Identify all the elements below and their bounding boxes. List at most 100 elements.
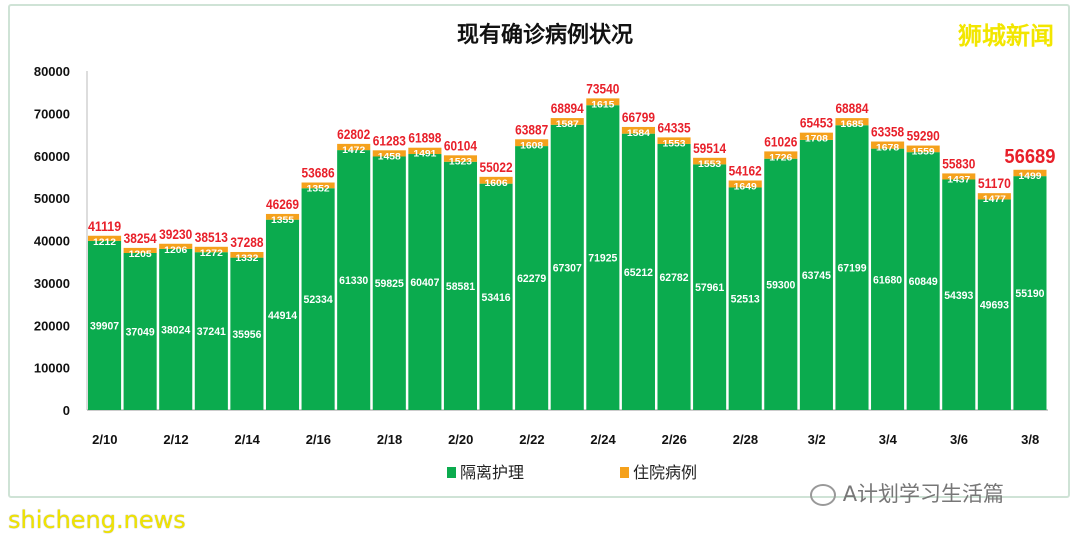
bar-label-isolation: 60407 xyxy=(410,277,439,289)
bar-isolation xyxy=(265,219,300,410)
bar-label-isolation: 37049 xyxy=(126,327,155,339)
bar-total-label: 61898 xyxy=(408,130,441,146)
bar-label-isolation: 59300 xyxy=(766,279,795,291)
x-tick-label: 3/8 xyxy=(1021,432,1039,447)
bar-hospitalized xyxy=(337,143,371,151)
bar-hospitalized xyxy=(764,151,798,159)
bar-isolation xyxy=(194,252,228,410)
bar-isolation xyxy=(835,125,869,411)
bar-hospitalized xyxy=(977,193,1011,200)
bar-isolation xyxy=(515,146,549,410)
bar-label-hospitalized: 1553 xyxy=(662,138,685,148)
bar-total-label: 55830 xyxy=(942,155,975,171)
bar-label-hospitalized: 1708 xyxy=(805,134,828,144)
bar-hospitalized xyxy=(942,173,976,180)
x-tick-label: 2/10 xyxy=(92,432,117,447)
bar-hospitalized xyxy=(88,235,122,241)
bar-total-label: 59290 xyxy=(907,128,940,144)
bar-total-label: 60104 xyxy=(444,137,477,153)
bar-isolation xyxy=(728,187,762,410)
y-tick-label: 50000 xyxy=(34,191,70,206)
bar-hospitalized xyxy=(408,147,442,155)
legend-label-hospitalized: 住院病例 xyxy=(633,463,697,482)
bar-total-label: 53686 xyxy=(302,165,335,181)
bar-label-isolation: 39907 xyxy=(90,320,119,332)
bar-total-label: 38513 xyxy=(195,229,228,245)
bar-isolation xyxy=(408,154,442,410)
legend-swatch-hospitalized xyxy=(620,467,629,478)
bar-total-label: 65453 xyxy=(800,115,833,131)
legend-swatch-isolation xyxy=(447,467,456,478)
bar-label-hospitalized: 1587 xyxy=(556,119,579,129)
bar-label-isolation: 44914 xyxy=(268,310,298,322)
x-tick-label: 2/20 xyxy=(448,432,473,447)
bar-label-hospitalized: 1606 xyxy=(485,178,508,188)
bar-hospitalized xyxy=(657,137,691,144)
bar-label-hospitalized: 1437 xyxy=(947,174,970,184)
bar-total-label: 54162 xyxy=(729,162,762,178)
y-tick-label: 20000 xyxy=(34,318,70,333)
bar-label-isolation: 61680 xyxy=(873,274,902,286)
bar-total-label: 66799 xyxy=(622,109,655,125)
bar-hospitalized xyxy=(1013,169,1047,177)
bar-isolation xyxy=(977,199,1011,410)
y-tick-label: 40000 xyxy=(34,234,70,249)
bar-isolation xyxy=(301,188,335,410)
bar-label-hospitalized: 1685 xyxy=(840,119,863,129)
bar-label-isolation: 61330 xyxy=(339,275,368,287)
bar-isolation xyxy=(799,139,833,411)
bar-label-isolation: 35956 xyxy=(232,329,261,341)
x-tick-label: 2/28 xyxy=(733,432,758,447)
bar-label-hospitalized: 1332 xyxy=(235,253,258,263)
y-tick-label: 80000 xyxy=(34,64,70,79)
bar-isolation xyxy=(906,152,940,411)
x-tick-label: 3/6 xyxy=(950,432,968,447)
x-tick-label: 2/22 xyxy=(519,432,544,447)
bar-hospitalized xyxy=(443,155,478,162)
y-tick-label: 0 xyxy=(63,403,70,418)
bar-isolation xyxy=(88,240,122,410)
bar-isolation xyxy=(159,248,193,410)
bar-isolation xyxy=(942,179,976,410)
bar-total-label: 41119 xyxy=(88,218,121,234)
bar-label-hospitalized: 1206 xyxy=(164,245,187,255)
bar-label-hospitalized: 1608 xyxy=(520,140,543,150)
watermark-bottom-left: shicheng.news xyxy=(8,506,186,534)
bar-total-label: 55022 xyxy=(480,159,513,175)
bar-label-hospitalized: 1553 xyxy=(698,159,721,169)
bar-hospitalized xyxy=(586,98,620,106)
bar-hospitalized xyxy=(906,145,940,153)
x-tick-label: 3/2 xyxy=(808,432,826,447)
bar-label-isolation: 62782 xyxy=(659,272,688,284)
bar-hospitalized xyxy=(479,176,513,184)
bar-isolation xyxy=(550,124,584,410)
bar-isolation xyxy=(621,133,655,410)
bar-total-label: 56689 xyxy=(1004,146,1055,168)
bar-isolation xyxy=(657,143,691,410)
bar-label-hospitalized: 1352 xyxy=(307,184,330,194)
bar-isolation xyxy=(337,150,371,410)
bar-label-isolation: 52334 xyxy=(304,294,334,306)
bar-hospitalized xyxy=(693,157,727,165)
bar-hospitalized xyxy=(515,139,549,147)
bar-total-label: 46269 xyxy=(266,196,299,212)
bar-label-hospitalized: 1499 xyxy=(1018,171,1041,181)
bar-label-isolation: 37241 xyxy=(197,326,226,338)
watermark-bottom-right: A计划学习生活篇 xyxy=(810,478,1004,508)
bar-total-label: 63358 xyxy=(871,124,904,140)
bar-isolation xyxy=(871,148,905,411)
x-tick-label: 2/24 xyxy=(590,432,616,447)
x-tick-label: 2/18 xyxy=(377,432,402,447)
bar-label-isolation: 71925 xyxy=(588,253,617,265)
x-tick-label: 2/12 xyxy=(163,432,188,447)
bar-hospitalized xyxy=(871,141,905,149)
bar-total-label: 68884 xyxy=(835,100,868,116)
bar-label-hospitalized: 1615 xyxy=(591,99,614,109)
bar-label-isolation: 52513 xyxy=(731,294,760,306)
bar-total-label: 61283 xyxy=(373,132,406,148)
bar-label-isolation: 67307 xyxy=(553,262,582,274)
bar-label-isolation: 63745 xyxy=(802,270,831,282)
bar-total-label: 68894 xyxy=(551,100,584,116)
bar-label-hospitalized: 1678 xyxy=(876,143,899,153)
bar-label-hospitalized: 1584 xyxy=(627,128,650,138)
